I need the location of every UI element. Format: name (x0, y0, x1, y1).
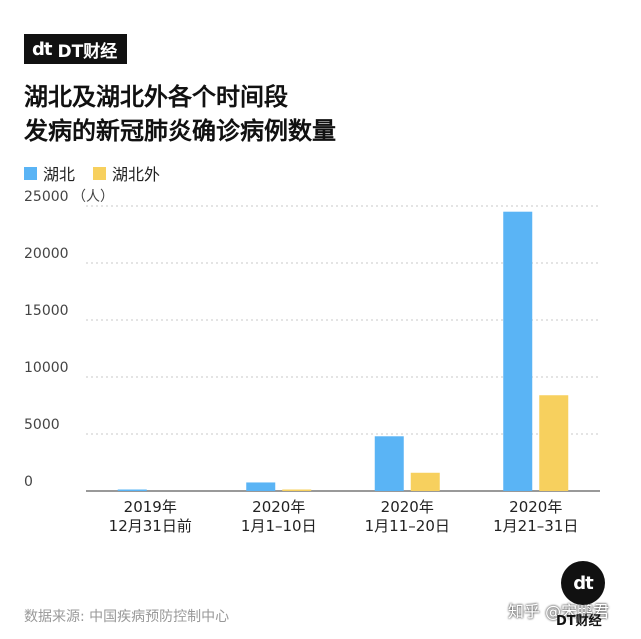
zhihu-credit: 知乎 @宋鹏君 (508, 602, 610, 621)
y-tick-label: 5000 (24, 417, 60, 433)
brand-badge: dt DT财经 (24, 34, 128, 64)
legend-label-outside-hubei: 湖北外 (112, 165, 161, 184)
y-tick-label: 20000 (24, 246, 69, 262)
y-tick-label: 0 (24, 474, 33, 490)
x-tick-label: 12月31日前 (109, 517, 192, 535)
bar-hubei (374, 436, 404, 491)
legend: 湖北 湖北外 (24, 161, 168, 185)
x-tick-label: 2020年 (381, 498, 434, 516)
chart-title-line2: 发病的新冠肺炎确诊病例数量 (24, 117, 336, 145)
y-tick-label: 15000 (24, 303, 69, 319)
source-note: 数据来源: 中国疾病预防控制中心 (24, 609, 230, 625)
x-tick-label: 2019年 (124, 498, 177, 516)
corner-logo-text: DT财经 (556, 614, 602, 629)
x-tick-label: 2020年 (252, 498, 305, 516)
x-tick-label: 2020年 (509, 498, 562, 516)
x-tick-label: 1月21–31日 (493, 517, 578, 535)
corner-logo-icon: dt (561, 561, 605, 605)
legend-item-hubei: 湖北 (24, 161, 75, 185)
x-tick-label: 1月1–10日 (241, 517, 317, 535)
bar-hubei (246, 482, 276, 491)
legend-item-outside-hubei: 湖北外 (93, 161, 160, 185)
legend-swatch-hubei (24, 166, 37, 180)
bar-outside-hubei (282, 489, 312, 491)
brand-name: DT财经 (57, 41, 118, 62)
y-tick-label: 10000 (24, 360, 69, 376)
bar-hubei (503, 211, 533, 491)
bar-outside-hubei (539, 395, 569, 491)
bar-hubei (117, 489, 147, 491)
legend-swatch-outside-hubei (93, 166, 107, 180)
bar-outside-hubei (410, 472, 440, 491)
brand-logo-icon: dt (32, 38, 52, 60)
y-unit-label: （人） (72, 189, 114, 205)
legend-label-hubei: 湖北 (43, 165, 76, 184)
chart-title: 湖北及湖北外各个时间段 发病的新冠肺炎确诊病例数量 (24, 80, 336, 148)
chart-title-line1: 湖北及湖北外各个时间段 (24, 83, 288, 111)
x-tick-label: 1月11–20日 (365, 517, 450, 535)
y-tick-label: 25000 (24, 189, 69, 205)
